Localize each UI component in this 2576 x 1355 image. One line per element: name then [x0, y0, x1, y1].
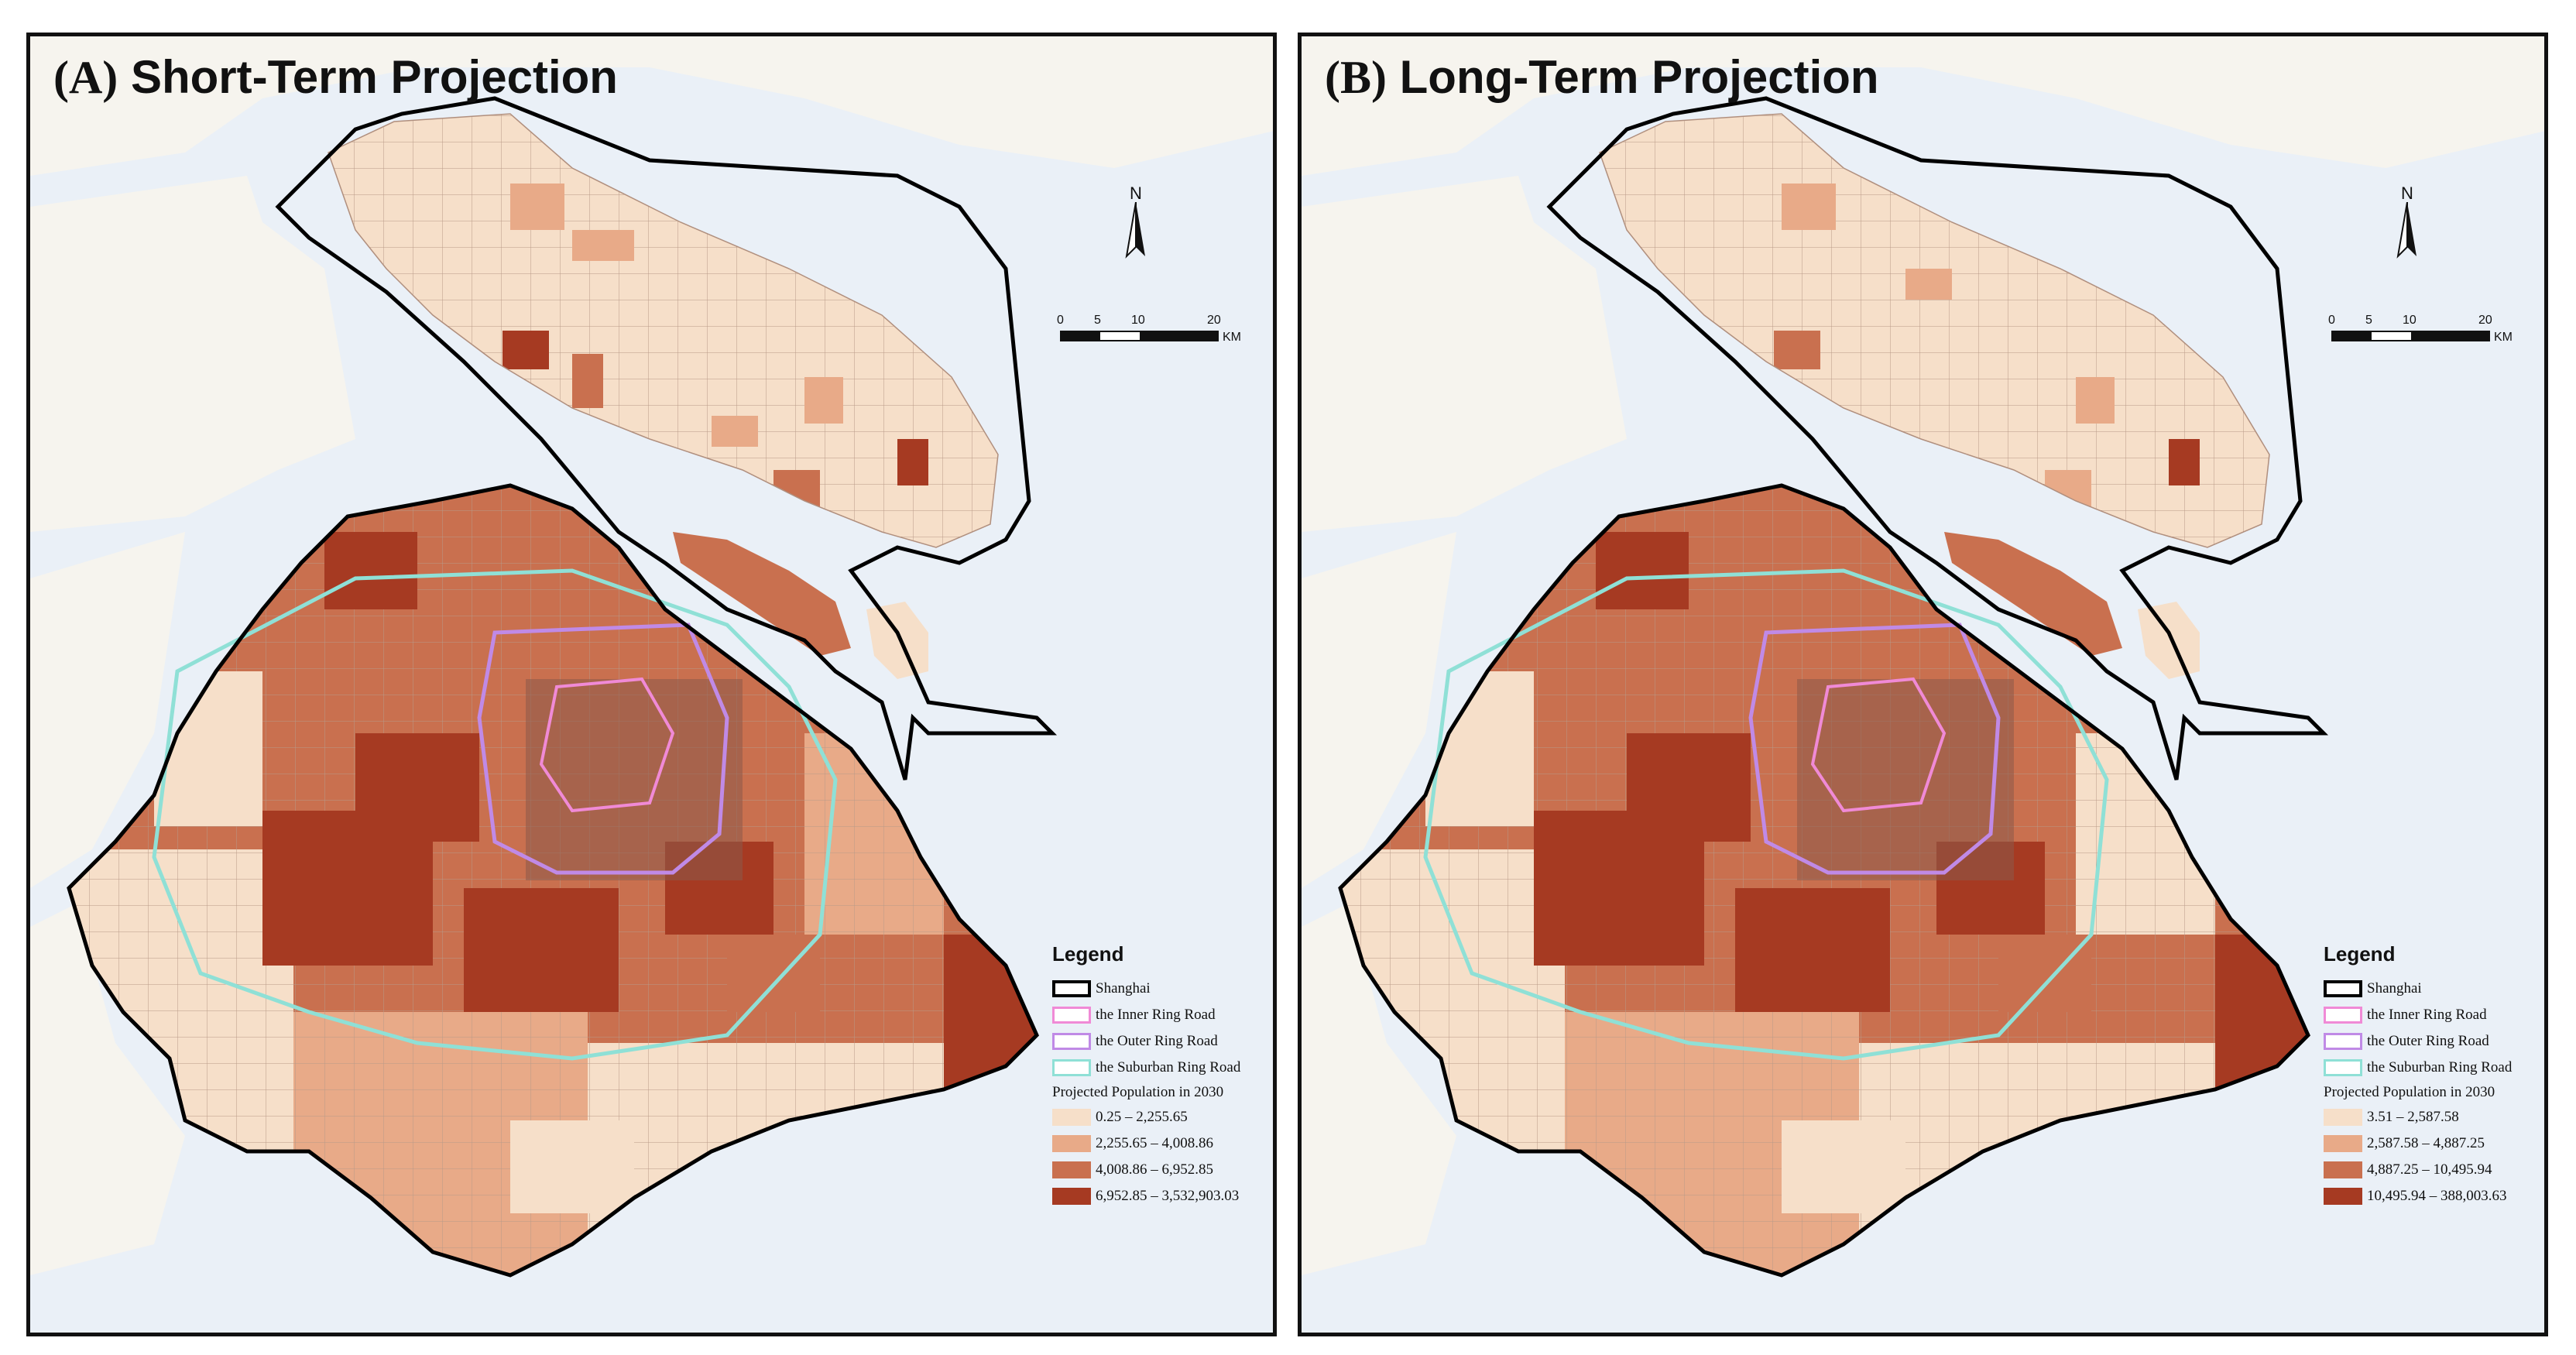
legend-inner-ring: the Inner Ring Road: [1052, 1002, 1273, 1028]
legend-class-2: 2,587.58 – 4,887.25: [2324, 1130, 2544, 1157]
north-arrow-icon: [1125, 202, 1145, 259]
shanghai-boundary: [1338, 483, 2310, 1278]
scale-tick: 10: [1131, 314, 1145, 327]
legend-outer-ring: the Outer Ring Road: [2324, 1028, 2544, 1055]
north-arrow: N: [1120, 184, 1151, 261]
scale-tick: 0: [1057, 314, 1064, 327]
legend-outer-ring: the Outer Ring Road: [1052, 1028, 1273, 1055]
scale-tick: 20: [2478, 314, 2492, 327]
scale-bar: 0 5 10 20 KM: [2328, 314, 2525, 360]
shanghai-boundary-north: [275, 96, 1058, 780]
legend-suburban-ring: the Suburban Ring Road: [2324, 1055, 2544, 1081]
suburban-ring-road: [152, 568, 838, 1061]
north-arrow: N: [2392, 184, 2423, 261]
shanghai-boundary-north: [1546, 96, 2329, 780]
scale-unit: KM: [1223, 331, 1241, 344]
legend-class-4: 10,495.94 – 388,003.63: [2324, 1183, 2544, 1209]
map-panel-long-term: (B) Long-Term Projection N 0 5 10 20 KM …: [1298, 33, 2548, 1336]
legend-class-1: 3.51 – 2,587.58: [2324, 1104, 2544, 1130]
legend-class-1: 0.25 – 2,255.65: [1052, 1104, 1273, 1130]
map-panel-short-term: (A) Short-Term Projection N 0 5 10 20 KM…: [26, 33, 1277, 1336]
north-arrow-icon: [2396, 202, 2417, 259]
scale-tick: 20: [1207, 314, 1221, 327]
legend-inner-ring: the Inner Ring Road: [2324, 1002, 2544, 1028]
choropleth-map: [1302, 36, 2544, 1333]
panel-tag: (A): [53, 52, 118, 103]
scale-tick: 10: [2403, 314, 2417, 327]
choropleth-map: [30, 36, 1273, 1333]
legend-boundary: Shanghai: [1052, 976, 1273, 1002]
legend-class-3: 4,008.86 – 6,952.85: [1052, 1157, 1273, 1183]
panel-title: (B) Long-Term Projection: [1325, 50, 1879, 105]
north-label: N: [1130, 184, 1142, 203]
legend-class-4: 6,952.85 – 3,532,903.03: [1052, 1183, 1273, 1209]
map-legend: Legend Shanghai the Inner Ring Road the …: [1052, 942, 1273, 1209]
outer-ring-road: [477, 623, 729, 875]
scale-bar-graphic: [1060, 331, 1219, 341]
legend-classes-title: Projected Population in 2030: [2324, 1084, 2495, 1100]
suburban-ring-road: [1423, 568, 2109, 1061]
legend-title: Legend: [1052, 942, 1124, 966]
legend-boundary: Shanghai: [2324, 976, 2544, 1002]
scale-unit: KM: [2494, 331, 2513, 344]
panel-title: (A) Short-Term Projection: [53, 50, 618, 105]
scale-bar-graphic: [2331, 331, 2490, 341]
shanghai-boundary: [67, 483, 1039, 1278]
legend-classes-title: Projected Population in 2030: [1052, 1084, 1224, 1100]
inner-ring-road: [539, 677, 675, 813]
outer-ring-road: [1748, 623, 2001, 875]
panel-tag: (B): [1325, 52, 1387, 103]
scale-tick: 5: [1094, 314, 1101, 327]
legend-title: Legend: [2324, 942, 2396, 966]
legend-suburban-ring: the Suburban Ring Road: [1052, 1055, 1273, 1081]
inner-ring-road: [1810, 677, 1947, 813]
legend-class-2: 2,255.65 – 4,008.86: [1052, 1130, 1273, 1157]
panel-title-text: Short-Term Projection: [130, 51, 618, 103]
scale-tick: 5: [2365, 314, 2372, 327]
panel-title-text: Long-Term Projection: [1399, 51, 1879, 103]
scale-tick: 0: [2328, 314, 2335, 327]
north-label: N: [2401, 184, 2413, 203]
scale-bar: 0 5 10 20 KM: [1057, 314, 1254, 360]
legend-class-3: 4,887.25 – 10,495.94: [2324, 1157, 2544, 1183]
map-legend: Legend Shanghai the Inner Ring Road the …: [2324, 942, 2544, 1209]
